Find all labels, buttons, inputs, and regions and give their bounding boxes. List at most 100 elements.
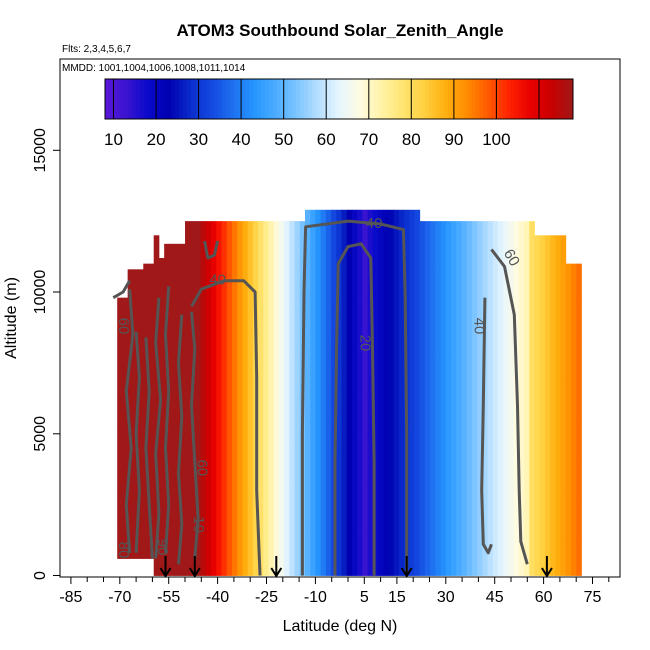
contour-label: 10	[190, 516, 207, 533]
heatmap-cell	[539, 405, 546, 449]
heatmap-cell	[289, 354, 295, 399]
colorbar-tick-label: 10	[104, 130, 123, 149]
heatmap-cell	[419, 221, 426, 266]
heatmap-cell	[440, 221, 447, 266]
heatmap-cell	[372, 438, 379, 485]
heatmap-cell	[388, 346, 395, 394]
heatmap-cell	[357, 209, 363, 256]
colorbar-segment	[112, 79, 118, 119]
heatmap-cell	[216, 221, 222, 266]
heatmap-cell	[205, 442, 212, 488]
heatmap-cell	[153, 490, 160, 534]
heatmap-cell	[518, 442, 525, 488]
colorbar-segment	[541, 79, 547, 119]
heatmap-cell	[341, 255, 348, 302]
heatmap-cell	[200, 442, 207, 488]
heatmap-cell	[231, 486, 238, 532]
heatmap-cell	[497, 531, 504, 576]
x-tick-label: 75	[584, 589, 602, 606]
colorbar-segment	[420, 79, 426, 119]
contour-line	[300, 219, 409, 576]
heatmap-cell	[310, 301, 316, 348]
colorbar-segment	[518, 79, 523, 119]
heatmap-cell	[357, 301, 363, 348]
heatmap-cell	[487, 486, 494, 532]
heatmap-cell	[477, 398, 483, 444]
heatmap-cell	[211, 486, 217, 532]
heatmap-cell	[466, 221, 473, 266]
heatmap-cell	[550, 405, 556, 449]
heatmap-cell	[221, 354, 228, 399]
heatmap-cell	[221, 531, 228, 576]
heatmap-cell	[419, 354, 426, 399]
colorbar-segment	[249, 79, 254, 119]
heatmap-cell	[226, 221, 233, 266]
heatmap-cell	[122, 330, 129, 364]
heatmap-cell	[148, 411, 155, 449]
heatmap-cell	[278, 531, 285, 576]
heatmap-cell	[143, 484, 149, 523]
heatmap-cell	[461, 398, 468, 444]
heatmap-cell	[341, 209, 348, 256]
heatmap-cell	[273, 486, 280, 532]
heatmap-cell	[331, 392, 337, 439]
heatmap-cell	[482, 221, 488, 266]
heatmap-cell	[117, 493, 123, 527]
heatmap-cell	[153, 277, 160, 321]
heatmap-cell	[263, 265, 269, 311]
heatmap-cell	[205, 221, 212, 266]
heatmap-cell	[258, 265, 264, 311]
heatmap-cell	[216, 309, 222, 355]
heatmap-cell	[497, 354, 504, 399]
colorbar-segment	[327, 79, 332, 119]
heatmap-cell	[185, 486, 191, 532]
heatmap-cell	[471, 486, 478, 532]
heatmap-cell	[560, 277, 567, 321]
colorbar-segment	[225, 79, 231, 119]
heatmap-cell	[409, 301, 415, 348]
heatmap-cell	[200, 486, 207, 532]
colorbar-segment	[436, 79, 441, 119]
heatmap-cell	[466, 442, 473, 488]
heatmap-cell	[247, 221, 254, 266]
heatmap-cell	[414, 209, 421, 256]
heatmap-cell	[122, 297, 129, 331]
heatmap-cell	[419, 486, 426, 532]
heatmap-cell	[143, 521, 149, 559]
colorbar-tick-label: 60	[317, 130, 336, 149]
heatmap-cell	[367, 209, 374, 256]
heatmap-cell	[117, 428, 123, 462]
colorbar-segment	[163, 79, 168, 119]
colorbar-tick-label: 80	[402, 130, 421, 149]
colorbar-frame	[104, 78, 574, 120]
heatmap-cell	[127, 269, 134, 306]
contour-label: 90	[154, 539, 171, 556]
heatmap-cell	[362, 484, 368, 531]
heatmap-cell	[357, 484, 363, 531]
heatmap-cell	[471, 398, 478, 444]
heatmap-cell	[179, 534, 186, 576]
heatmap-cell	[466, 398, 473, 444]
colorbar-segment	[479, 79, 484, 119]
heatmap-cell	[351, 301, 358, 348]
heatmap-cell	[304, 255, 311, 302]
heatmap-cell	[383, 209, 389, 256]
heatmap-cell	[419, 531, 426, 576]
heatmap-cell	[331, 301, 337, 348]
heatmap-cell	[258, 398, 264, 444]
heatmap-cell	[263, 354, 269, 399]
heatmap-cell	[242, 486, 249, 532]
heatmap-cell	[435, 265, 442, 311]
heatmap-cell	[304, 209, 311, 256]
heatmap-cell	[231, 531, 238, 576]
heatmap-cell	[226, 442, 233, 488]
heatmap-cell	[169, 409, 175, 452]
heatmap-cell	[503, 265, 509, 311]
heatmap-cell	[565, 419, 572, 459]
heatmap-cell	[158, 535, 165, 576]
heatmap-cell	[487, 442, 494, 488]
heatmap-cell	[513, 486, 520, 532]
heatmap-cell	[310, 438, 316, 485]
heatmap-cell	[226, 309, 233, 355]
contour-label: 20	[356, 335, 373, 352]
